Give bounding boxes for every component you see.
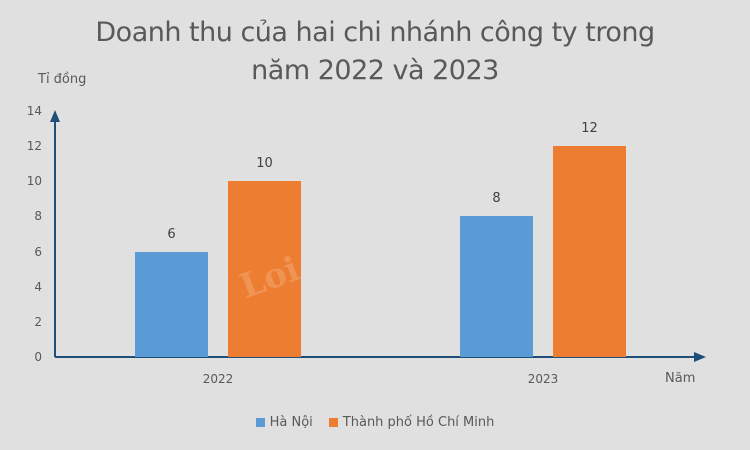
y-tick-label: 4 <box>34 279 42 294</box>
y-tick-label: 14 <box>26 104 42 118</box>
data-label: 12 <box>581 121 598 137</box>
x-axis-arrow-icon <box>694 352 706 362</box>
legend-item-hanoi: Hà Nội <box>255 415 313 430</box>
x-axis-label: Năm <box>665 371 696 386</box>
bar-hcm-2022 <box>228 181 301 357</box>
legend: Hà Nội Thành phố Hồ Chí Minh <box>0 415 750 430</box>
data-label: 6 <box>167 226 176 242</box>
legend-swatch-hanoi <box>255 418 265 427</box>
bar-hanoi-2023 <box>460 216 533 357</box>
y-tick-label: 8 <box>34 209 42 224</box>
y-tick-label: 0 <box>34 350 42 364</box>
legend-swatch-hcm <box>328 418 338 427</box>
bar-hcm-2023 <box>553 146 626 357</box>
y-tick-label: 10 <box>26 174 42 189</box>
x-category-label: 2023 <box>527 372 559 386</box>
chart-title-line-2: năm 2022 và 2023 <box>251 55 499 86</box>
x-category-label: 2022 <box>202 372 234 386</box>
y-tick-label: 12 <box>26 139 42 154</box>
chart-title: Doanh thu của hai chi nhánh công ty tron… <box>0 14 750 90</box>
y-axis-arrow-icon <box>50 110 60 122</box>
y-tick-label: 2 <box>34 314 42 329</box>
legend-item-hcm: Thành phố Hồ Chí Minh <box>328 415 495 430</box>
legend-label-hanoi: Hà Nội <box>269 415 313 430</box>
y-tick-label: 6 <box>34 244 42 259</box>
bar-hanoi-2022 <box>135 251 208 357</box>
chart-title-line-1: Doanh thu của hai chi nhánh công ty tron… <box>95 17 655 48</box>
data-label: 10 <box>256 156 273 172</box>
y-axis-label: Tỉ đồng <box>38 72 87 87</box>
data-label: 8 <box>492 191 501 207</box>
legend-label-hcm: Thành phố Hồ Chí Minh <box>342 415 495 430</box>
